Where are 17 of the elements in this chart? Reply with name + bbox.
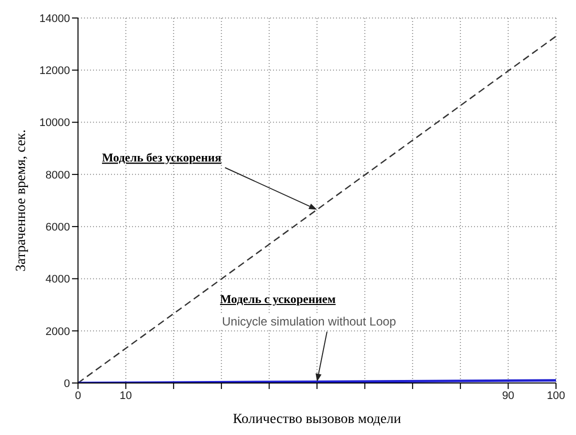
x-tick-label: 90 <box>502 390 514 402</box>
y-tick-label: 8000 <box>46 169 70 182</box>
x-tick-label: 10 <box>120 390 132 402</box>
y-tick-label: 10000 <box>39 117 70 130</box>
x-tick-label: 0 <box>74 390 82 402</box>
y-tick-label: 6000 <box>46 221 70 234</box>
annotation: Модель с ускорением <box>220 292 336 307</box>
y-tick-label: 14000 <box>39 12 70 25</box>
annotation: Модель без ускорения <box>102 150 222 165</box>
y-axis-title: Затраченное время, сек. <box>14 130 29 272</box>
y-tick-label: 12000 <box>39 65 70 78</box>
annotation: Unicycle simulation without Loop <box>222 314 396 329</box>
x-tick-label: 100 <box>546 390 566 402</box>
y-tick-label: 4000 <box>46 274 70 286</box>
y-tick-label: 2000 <box>46 326 70 338</box>
x-axis-title: Количество вызовов модели <box>232 412 402 427</box>
y-tick-label: 0 <box>64 378 70 390</box>
